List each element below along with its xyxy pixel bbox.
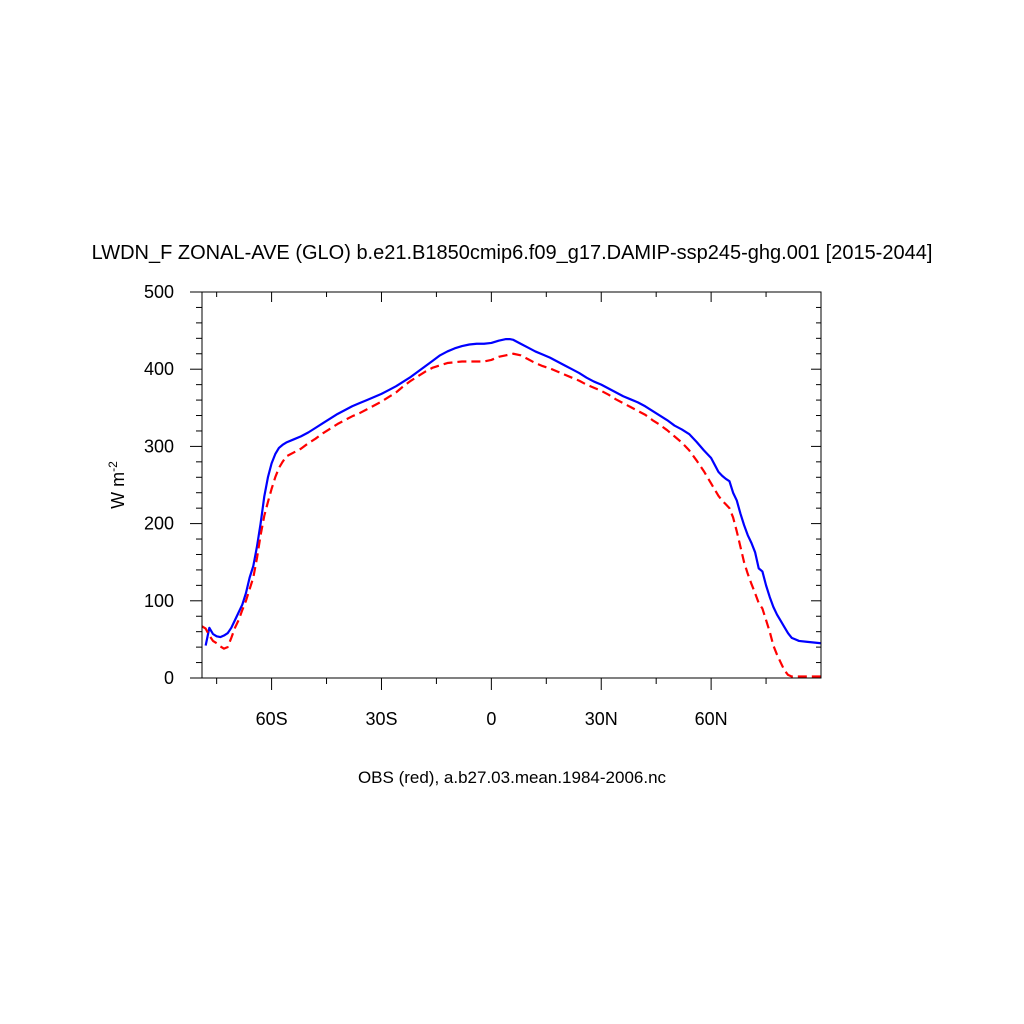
series-line-1 bbox=[201, 352, 821, 678]
x-tick-label: 60N bbox=[695, 709, 728, 729]
x-tick-label: 30S bbox=[365, 709, 397, 729]
plot-frame bbox=[201, 291, 822, 679]
plot-area bbox=[190, 291, 822, 690]
x-tick-label: 0 bbox=[486, 709, 496, 729]
y-axis-label: W m-2 bbox=[106, 461, 128, 509]
y-tick-label: 100 bbox=[144, 591, 174, 611]
x-tick-label: 60S bbox=[256, 709, 288, 729]
chart-title: LWDN_F ZONAL-AVE (GLO) b.e21.B1850cmip6.… bbox=[92, 242, 933, 264]
y-tick-label: 0 bbox=[164, 668, 174, 688]
y-axis-label-exponent: -2 bbox=[106, 461, 120, 472]
y-tick-label: 200 bbox=[144, 514, 174, 534]
y-axis-label-text: W m bbox=[108, 472, 128, 509]
x-tick-label: 30N bbox=[585, 709, 618, 729]
chart-caption: OBS (red), a.b27.03.mean.1984-2006.nc bbox=[358, 768, 667, 787]
y-tick-label: 300 bbox=[144, 436, 174, 456]
series-line-0 bbox=[204, 337, 822, 646]
y-tick-label: 500 bbox=[144, 282, 174, 302]
y-tick-label: 400 bbox=[144, 359, 174, 379]
